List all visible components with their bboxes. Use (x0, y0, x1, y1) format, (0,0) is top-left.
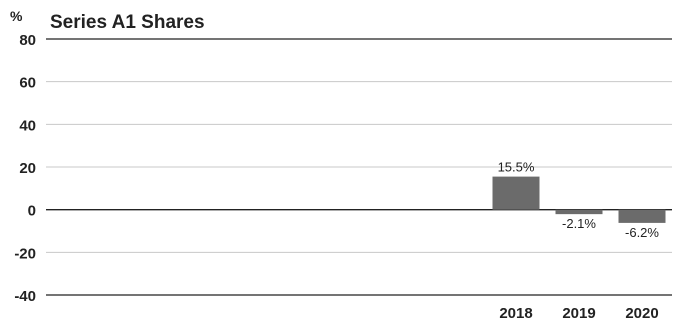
y-tick-label: 40 (19, 117, 36, 134)
chart-title: Series A1 Shares (50, 12, 205, 33)
y-tick-label: -40 (14, 288, 36, 305)
y-tick-label: 20 (19, 160, 36, 177)
data-label: -6.2% (625, 225, 659, 240)
y-tick-label: 60 (19, 75, 36, 92)
x-tick-label: 2020 (625, 305, 658, 322)
y-tick-label: 80 (19, 32, 36, 49)
gridlines (46, 38, 672, 296)
x-tick-label: 2018 (499, 305, 532, 322)
y-unit-label: % (10, 8, 23, 24)
y-tick-labels: 80 60 40 20 0 -20 -40 (14, 32, 36, 305)
bar-2018 (492, 176, 540, 210)
y-tick-label: -20 (14, 245, 36, 262)
bar-2019 (555, 209, 603, 215)
data-label: 15.5% (498, 160, 535, 175)
bar-2020 (618, 209, 666, 223)
x-tick-labels: 2018 2019 2020 (499, 305, 658, 322)
bars (492, 176, 666, 223)
data-label: -2.1% (562, 216, 596, 231)
data-labels: 15.5% -2.1% -6.2% (498, 160, 660, 240)
x-tick-label: 2019 (562, 305, 595, 322)
y-tick-label: 0 (28, 203, 36, 220)
